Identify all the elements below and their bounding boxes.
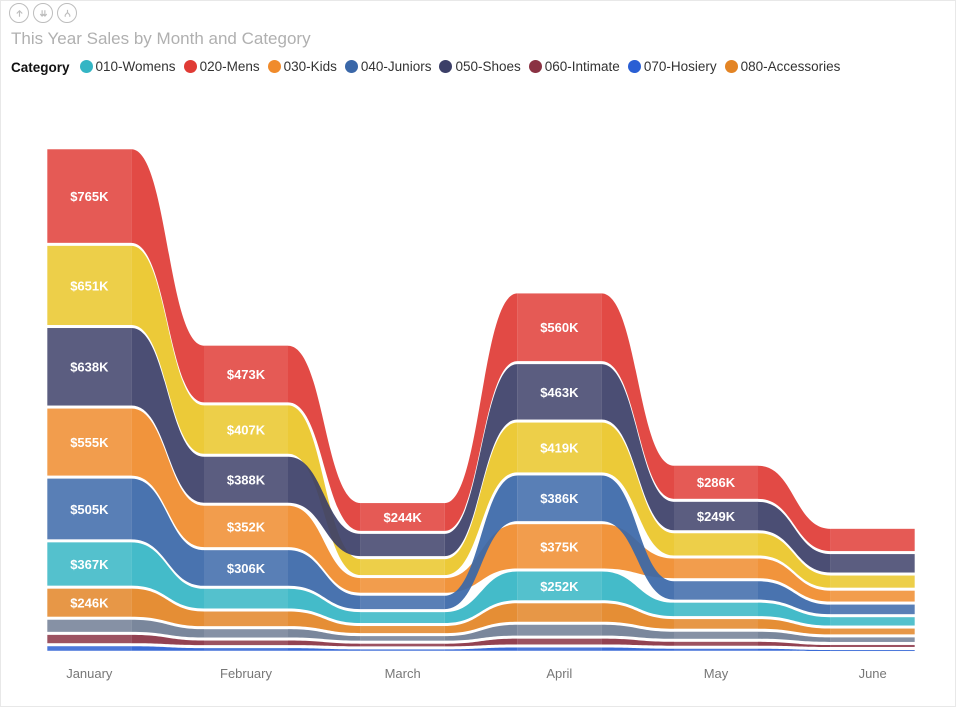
legend-title: Category <box>11 60 70 75</box>
column-overlay <box>204 346 288 654</box>
drill-down-icon[interactable] <box>33 3 53 23</box>
band-label: $555K <box>70 435 109 450</box>
band-label: $249K <box>697 509 736 524</box>
x-axis-label: January <box>66 666 113 681</box>
band-label: $375K <box>540 539 579 554</box>
legend-label: 040-Juniors <box>361 59 432 74</box>
x-axis-label: June <box>859 666 887 681</box>
column-overlay <box>47 149 131 654</box>
chart-card: This Year Sales by Month and Category Ca… <box>0 0 956 707</box>
x-axis-label: March <box>385 666 421 681</box>
legend-swatch <box>268 60 281 73</box>
chart-plot-area: $765K $651K $638K $555K $505K $367K $246K $473K… <box>11 91 951 694</box>
legend-swatch <box>529 60 542 73</box>
legend-item[interactable]: 030-Kids <box>268 59 337 74</box>
legend-swatch <box>439 60 452 73</box>
band-label: $388K <box>227 473 266 488</box>
x-axis: January February March April May June <box>66 666 887 681</box>
column-overlay <box>517 293 601 653</box>
x-axis-label: February <box>220 666 272 681</box>
x-axis-label: April <box>546 666 572 681</box>
legend-label: 020-Mens <box>200 59 260 74</box>
x-axis-label: May <box>704 666 729 681</box>
legend-label: 010-Womens <box>96 59 176 74</box>
legend-label: 080-Accessories <box>741 59 841 74</box>
legend-item[interactable]: 040-Juniors <box>345 59 432 74</box>
column-overlay <box>361 503 445 654</box>
chart-title: This Year Sales by Month and Category <box>11 29 311 49</box>
legend-label: 050-Shoes <box>455 59 520 74</box>
band-label: $367K <box>70 557 109 572</box>
legend-swatch <box>628 60 641 73</box>
legend-item[interactable]: 080-Accessories <box>725 59 841 74</box>
legend-item[interactable]: 010-Womens <box>80 59 176 74</box>
band-label: $244K <box>384 510 423 525</box>
legend-label: 060-Intimate <box>545 59 620 74</box>
band-label: $473K <box>227 367 266 382</box>
legend-item[interactable]: 050-Shoes <box>439 59 520 74</box>
legend-swatch <box>80 60 93 73</box>
chart-toolbar <box>9 3 77 23</box>
band-label: $765K <box>70 189 109 204</box>
legend-swatch <box>184 60 197 73</box>
band-label: $252K <box>540 579 579 594</box>
band-label: $419K <box>540 440 579 455</box>
legend-item[interactable]: 060-Intimate <box>529 59 620 74</box>
legend-item[interactable]: 020-Mens <box>184 59 260 74</box>
legend-label: 070-Hosiery <box>644 59 717 74</box>
band-label: $505K <box>70 502 109 517</box>
expand-hierarchy-icon[interactable] <box>57 3 77 23</box>
band-label: $407K <box>227 422 266 437</box>
band-label: $463K <box>540 385 579 400</box>
legend-label: 030-Kids <box>284 59 337 74</box>
band-label: $352K <box>227 519 266 534</box>
legend-swatch <box>725 60 738 73</box>
band-label: $638K <box>70 360 109 375</box>
column-overlay <box>831 529 915 654</box>
chart-legend: Category 010-Womens 020-Mens 030-Kids 040-J… <box>11 59 949 76</box>
band-label: $246K <box>70 596 109 611</box>
band-label: $286K <box>697 475 736 490</box>
drill-up-icon[interactable] <box>9 3 29 23</box>
band-label: $651K <box>70 278 109 293</box>
band-label: $560K <box>540 320 579 335</box>
legend-swatch <box>345 60 358 73</box>
band-label: $386K <box>540 491 579 506</box>
band-label: $306K <box>227 561 266 576</box>
legend-item[interactable]: 070-Hosiery <box>628 59 717 74</box>
column-overlay <box>674 466 758 654</box>
